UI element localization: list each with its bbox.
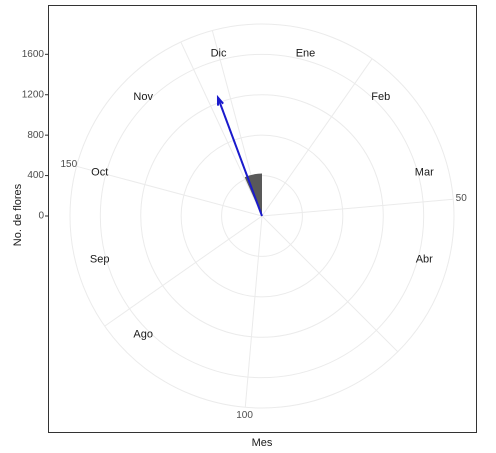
grid-circle bbox=[140, 94, 384, 338]
spoke bbox=[76, 165, 263, 217]
month-label: Ene bbox=[296, 48, 316, 60]
month-label: Ago bbox=[133, 329, 153, 341]
y-tick-label: 1200 bbox=[22, 89, 45, 100]
mean-arrow bbox=[217, 97, 263, 217]
minor-spoke bbox=[104, 215, 263, 327]
grid-circle bbox=[99, 53, 425, 379]
grid-circle-outer bbox=[69, 23, 455, 409]
month-label: Feb bbox=[371, 91, 390, 103]
y-tick-label: 0 bbox=[38, 211, 44, 222]
y-tick-label: 800 bbox=[27, 130, 44, 141]
grid-circle bbox=[180, 134, 344, 298]
month-label: Mar bbox=[415, 166, 434, 178]
minor-spoke bbox=[261, 58, 373, 217]
arrow-head bbox=[216, 94, 224, 106]
y-axis-title: No. de flores bbox=[12, 183, 24, 246]
minor-spoke bbox=[261, 215, 399, 353]
spoke bbox=[261, 198, 454, 217]
x-tick-label: 100 bbox=[236, 410, 253, 421]
month-label: Oct bbox=[91, 166, 108, 178]
y-tick-label: 1600 bbox=[22, 49, 45, 60]
month-label: Nov bbox=[133, 91, 153, 103]
x-axis-title: Mes bbox=[252, 437, 273, 449]
month-label: Dic bbox=[211, 48, 227, 60]
x-tick-label: 50 bbox=[456, 193, 468, 204]
month-label: Abr bbox=[416, 253, 433, 265]
spoke bbox=[244, 215, 263, 408]
panel bbox=[48, 5, 477, 433]
month-label: Sep bbox=[90, 253, 110, 265]
minor-spoke bbox=[180, 41, 263, 217]
y-tick-label: 400 bbox=[27, 170, 44, 181]
x-tick-label: 150 bbox=[60, 159, 77, 170]
